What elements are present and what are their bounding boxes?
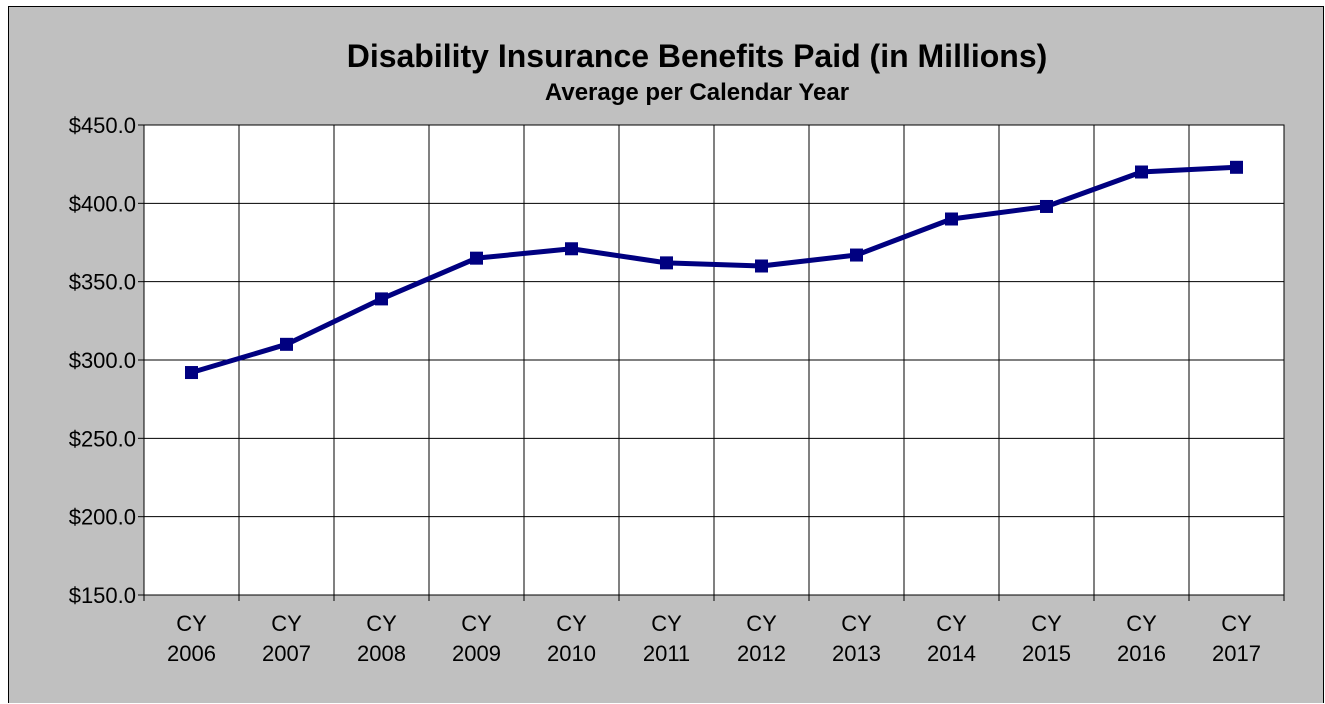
data-point [565, 242, 578, 256]
x-tick-label: CY 2014 [927, 611, 976, 666]
x-tick-label: CY 2010 [547, 611, 596, 666]
data-point [1135, 165, 1148, 179]
line-chart: Disability Insurance Benefits Paid (in M… [69, 38, 1285, 666]
data-point [1230, 160, 1243, 174]
data-point [945, 212, 958, 226]
data-point [1040, 199, 1053, 213]
data-point [280, 337, 293, 351]
y-tick-label: $450.0 [69, 113, 136, 138]
x-tick-label: CY 2011 [643, 611, 690, 666]
data-point [755, 259, 768, 273]
x-tick-label: CY 2016 [1117, 611, 1166, 666]
y-tick-label: $300.0 [69, 348, 136, 373]
y-tick-label: $150.0 [69, 583, 136, 608]
x-tick-label: CY 2012 [737, 611, 786, 666]
x-tick-label: CY 2013 [832, 611, 881, 666]
data-point [375, 292, 388, 306]
chart-area: Disability Insurance Benefits Paid (in M… [8, 6, 1324, 703]
y-tick-label: $200.0 [69, 505, 136, 530]
data-point [470, 251, 483, 265]
chart-title: Disability Insurance Benefits Paid (in M… [347, 38, 1048, 74]
y-tick-label: $400.0 [69, 191, 136, 216]
chart-subtitle: Average per Calendar Year [545, 79, 849, 106]
series [185, 160, 1243, 380]
x-tick-label: CY 2007 [262, 611, 311, 666]
x-tick-label: CY 2008 [357, 611, 406, 666]
x-tick-label: CY 2006 [167, 611, 216, 666]
x-tick-label: CY 2009 [452, 611, 501, 666]
x-tick-label: CY 2015 [1022, 611, 1071, 666]
data-point [185, 366, 198, 380]
y-tick-label: $250.0 [69, 426, 136, 451]
data-point [850, 248, 863, 262]
series-line [190, 164, 1237, 375]
axes: $150.0 $200.0 $250.0 $300.0 $350.0 $400.0 $450… [69, 113, 1285, 666]
x-tick-label: CY 2017 [1212, 611, 1261, 666]
y-tick-label: $350.0 [69, 270, 136, 295]
data-point [660, 256, 673, 270]
